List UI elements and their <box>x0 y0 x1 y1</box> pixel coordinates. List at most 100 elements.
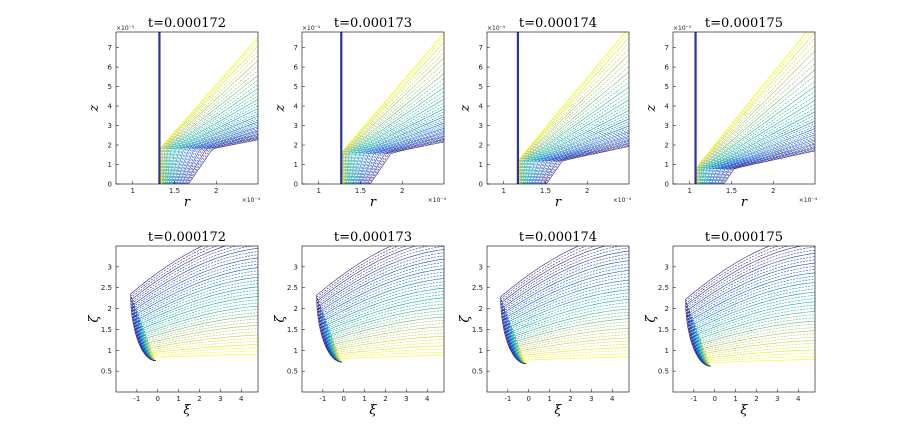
x-tick-label: 2 <box>568 395 572 403</box>
x-axis-label: r <box>184 195 191 210</box>
contour-lines <box>340 32 444 184</box>
y-tick-label: 7 <box>108 44 112 52</box>
contour-level <box>706 123 815 184</box>
y-tick-label: 7 <box>665 44 669 52</box>
panel-title: t=0.000175 <box>705 16 783 31</box>
y-tick-label: 2 <box>108 305 112 313</box>
contour-level <box>695 32 812 184</box>
contour-level <box>337 339 444 363</box>
contour-level <box>173 121 258 184</box>
x-tick-label: -1 <box>319 395 326 403</box>
x-tick-label: 0 <box>713 395 717 403</box>
contour-level <box>140 280 258 361</box>
x-axis-label: ξ <box>554 403 562 418</box>
x-tick-label: 4 <box>425 395 430 403</box>
contour-level <box>700 86 815 184</box>
contour-level <box>524 95 629 184</box>
contour-level <box>697 50 815 184</box>
contour-level <box>330 303 444 363</box>
contour-level <box>171 117 258 184</box>
axes-box <box>486 31 630 185</box>
contour-level <box>184 136 258 184</box>
y-tick-label: 1 <box>479 347 483 355</box>
contour-level <box>701 99 815 184</box>
contour-level <box>175 124 258 184</box>
contour-level <box>175 126 258 184</box>
panel-title: t=0.000172 <box>148 16 226 31</box>
contour-level <box>342 46 444 184</box>
contour-level <box>164 88 258 184</box>
contour-lines <box>500 246 629 364</box>
contour-level <box>327 287 444 363</box>
contour-level <box>316 246 399 363</box>
y-tick-label: 1.5 <box>658 326 669 334</box>
contour-level <box>522 350 629 364</box>
contour-lines <box>685 246 815 367</box>
contour-level <box>703 111 815 184</box>
contour-level <box>151 337 258 361</box>
x-tick-label: 1.5 <box>169 187 180 195</box>
y-tick-label: 5 <box>294 83 298 91</box>
axes-box <box>301 31 445 185</box>
contour-level <box>166 99 258 184</box>
contour-level <box>527 113 629 184</box>
contour-level <box>317 246 407 363</box>
y-tick-label: 3 <box>479 122 483 130</box>
y-tick-label: 4 <box>108 103 113 111</box>
y-multiplier: ×10⁻⁵ <box>116 25 135 32</box>
contour-level <box>359 130 444 184</box>
contour-level <box>718 145 815 184</box>
y-axis-label: z <box>273 104 288 112</box>
contour-level <box>707 125 815 184</box>
x-tick-label: -1 <box>133 395 140 403</box>
contour-level <box>695 32 807 184</box>
y-tick-label: 2 <box>294 305 298 313</box>
y-tick-label: 0.5 <box>658 368 669 376</box>
contour-level <box>531 125 629 184</box>
x-axis-label: r <box>370 195 377 210</box>
contour-level <box>168 108 258 184</box>
x-tick-label: 1 <box>316 187 320 195</box>
contour-level <box>545 145 629 184</box>
contour-level <box>187 138 258 184</box>
contour-level <box>133 246 254 361</box>
contour-level <box>335 332 444 363</box>
contour-level <box>524 99 629 184</box>
panel-title: t=0.000175 <box>705 230 783 245</box>
contour-level <box>177 129 258 184</box>
y-tick-label: 6 <box>665 64 670 72</box>
contour-level <box>516 315 629 364</box>
contour-level <box>316 246 392 363</box>
contour-level <box>700 314 815 367</box>
contour-level <box>708 128 815 184</box>
contour-level <box>707 352 815 367</box>
contour-level <box>704 336 815 367</box>
contour-level <box>703 107 815 184</box>
contour-level <box>510 286 629 364</box>
contour-level <box>161 60 258 184</box>
contour-level <box>520 337 629 364</box>
contour-level <box>130 246 210 361</box>
y-tick-label: 0 <box>665 181 669 189</box>
contour-level <box>321 258 444 363</box>
y-tick-label: 2 <box>665 305 669 313</box>
y-tick-label: 6 <box>294 64 299 72</box>
y-tick-label: 7 <box>479 44 483 52</box>
x-tick-label: 0 <box>527 395 531 403</box>
y-tick-label: 3 <box>108 263 112 271</box>
contour-level <box>500 246 580 364</box>
contour-lines <box>316 246 444 363</box>
axes-box <box>301 245 445 393</box>
contour-level <box>528 118 629 184</box>
contour-level <box>318 246 417 363</box>
x-multiplier: ×10⁻⁴ <box>799 197 818 204</box>
panel-xi-zeta-1: -1 0 1 2 3 4 0.5 1 1.5 2 2.5 3 t=0.000172 ξ ζ <box>87 230 259 418</box>
y-tick-label: 6 <box>108 64 113 72</box>
contour-level <box>525 106 629 184</box>
contour-level <box>149 331 258 361</box>
contour-level <box>160 45 258 184</box>
contour-level <box>358 129 444 184</box>
panel-rz-1: 1 1.5 2 0 1 2 3 4 5 6 7 ×10⁻⁵ ×10⁻⁴ t=0.000172 r z <box>87 16 261 210</box>
y-tick-label: 0 <box>108 181 112 189</box>
contour-level <box>322 265 444 363</box>
